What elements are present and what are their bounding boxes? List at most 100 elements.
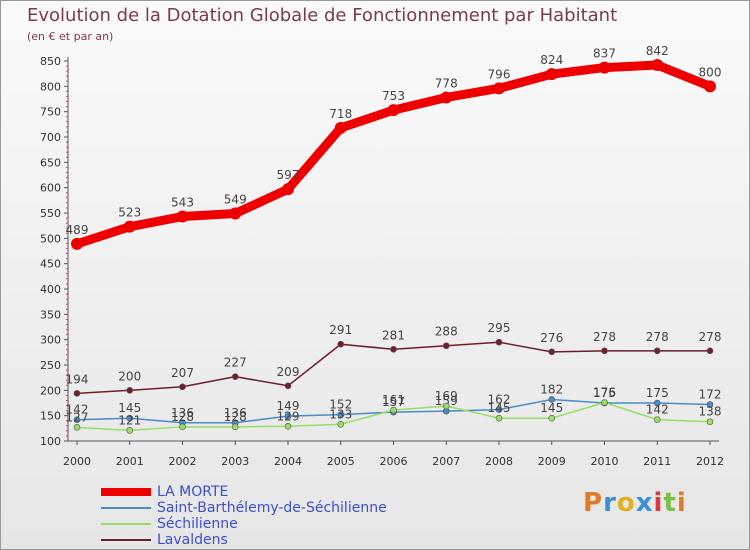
data-point-2	[442, 402, 450, 410]
data-label-2: 121	[118, 413, 141, 427]
data-point-1	[337, 411, 345, 418]
chart-title: Evolution de la Dotation Globale de Fonc…	[27, 5, 618, 26]
y-tick-label: 400	[40, 283, 61, 296]
data-label-1: 149	[277, 399, 300, 413]
data-label-0: 718	[329, 107, 352, 121]
legend-item-la-morte[interactable]: LA MORTE	[101, 484, 387, 500]
data-point-2	[601, 399, 608, 406]
chart-subtitle: (en € et par an)	[27, 30, 114, 43]
data-label-3: 278	[646, 330, 669, 344]
y-tick-label: 550	[40, 207, 61, 220]
y-tick-label: 500	[40, 232, 61, 245]
data-point-0	[440, 91, 453, 104]
data-label-1: 152	[329, 398, 352, 412]
data-point-2	[284, 423, 292, 430]
data-label-3: 207	[171, 366, 194, 380]
data-label-2: 145	[488, 401, 511, 415]
y-tick-label: 100	[40, 435, 61, 448]
legend: LA MORTE Saint-Barthélemy-de-Séchilienne…	[101, 484, 387, 548]
data-point-2	[495, 414, 503, 422]
data-point-0	[651, 59, 664, 72]
data-label-1: 136	[224, 406, 247, 420]
x-tick-label: 2000	[63, 455, 91, 468]
data-point-2	[126, 427, 134, 434]
legend-swatch-sechilienne	[101, 523, 151, 525]
data-point-3	[548, 348, 556, 356]
logo-letter: x	[635, 488, 654, 518]
data-label-1: 145	[118, 401, 141, 415]
data-point-1	[495, 406, 503, 413]
data-label-3: 291	[329, 323, 352, 337]
data-point-2	[179, 423, 186, 431]
x-tick-label: 2008	[485, 455, 513, 468]
legend-item-saint-barthelemy[interactable]: Saint-Barthélemy-de-Séchilienne	[101, 500, 387, 516]
data-point-2	[337, 420, 345, 428]
data-label-0: 753	[382, 89, 405, 103]
x-tick-label: 2002	[169, 455, 197, 468]
data-label-1: 159	[435, 394, 458, 408]
y-tick-label: 300	[40, 334, 61, 347]
data-point-1	[126, 414, 134, 422]
data-point-3	[337, 340, 345, 348]
data-point-3	[706, 347, 714, 355]
data-label-2: 133	[329, 407, 352, 421]
data-point-3	[601, 347, 608, 355]
x-tick-label: 2007	[432, 455, 460, 468]
data-point-1	[548, 396, 556, 403]
logo-letter: o	[616, 488, 636, 518]
x-tick-label: 2001	[116, 455, 144, 468]
y-tick-label: 450	[40, 258, 61, 271]
data-point-1	[284, 412, 292, 420]
x-tick-label: 2011	[643, 455, 671, 468]
data-label-3: 200	[118, 369, 141, 383]
data-label-0: 489	[66, 223, 89, 237]
y-tick-label: 150	[40, 410, 61, 423]
y-tick-label: 700	[40, 131, 61, 144]
x-tick-label: 2009	[538, 455, 566, 468]
data-label-3: 278	[699, 330, 722, 344]
data-point-2	[706, 418, 714, 426]
data-label-2: 176	[593, 385, 616, 399]
proxiti-logo: Proxiti	[583, 488, 687, 518]
data-point-0	[334, 121, 347, 134]
logo-letter: r	[603, 488, 617, 518]
data-label-3: 227	[224, 356, 247, 370]
data-label-2: 142	[646, 403, 669, 417]
legend-label-sechilienne: Séchilienne	[157, 516, 238, 532]
x-tick-label: 2010	[591, 455, 619, 468]
y-tick-label: 800	[40, 80, 61, 93]
y-tick-label: 200	[40, 384, 61, 397]
logo-letter: t	[663, 488, 677, 518]
data-point-2	[73, 424, 81, 431]
data-label-2: 129	[277, 409, 300, 423]
data-label-1: 157	[382, 395, 405, 409]
x-tick-label: 2005	[327, 455, 355, 468]
legend-item-sechilienne[interactable]: Séchilienne	[101, 516, 387, 532]
data-point-2	[653, 416, 661, 424]
data-label-1: 172	[699, 388, 722, 402]
data-point-3	[73, 390, 81, 397]
data-point-1	[73, 416, 81, 424]
data-label-0: 842	[646, 44, 669, 58]
data-point-0	[704, 80, 716, 93]
data-point-0	[123, 220, 136, 233]
logo-letter: i	[653, 488, 664, 518]
legend-swatch-saint-barthelemy	[101, 507, 151, 509]
x-tick-label: 2012	[696, 455, 724, 468]
data-point-2	[390, 406, 397, 414]
data-point-3	[442, 342, 450, 350]
x-tick-label: 2006	[380, 455, 408, 468]
legend-item-lavaldens[interactable]: Lavaldens	[101, 532, 387, 548]
x-tick-label: 2004	[274, 455, 302, 468]
data-label-2: 128	[224, 410, 247, 424]
data-point-0	[598, 61, 611, 74]
data-point-3	[495, 338, 503, 346]
data-label-0: 796	[488, 67, 511, 81]
data-label-3: 276	[540, 331, 563, 345]
logo-letter: P	[583, 488, 604, 518]
data-label-0: 800	[699, 65, 722, 79]
data-label-0: 549	[224, 193, 247, 207]
y-tick-label: 600	[40, 182, 61, 195]
data-label-2: 138	[699, 405, 722, 419]
